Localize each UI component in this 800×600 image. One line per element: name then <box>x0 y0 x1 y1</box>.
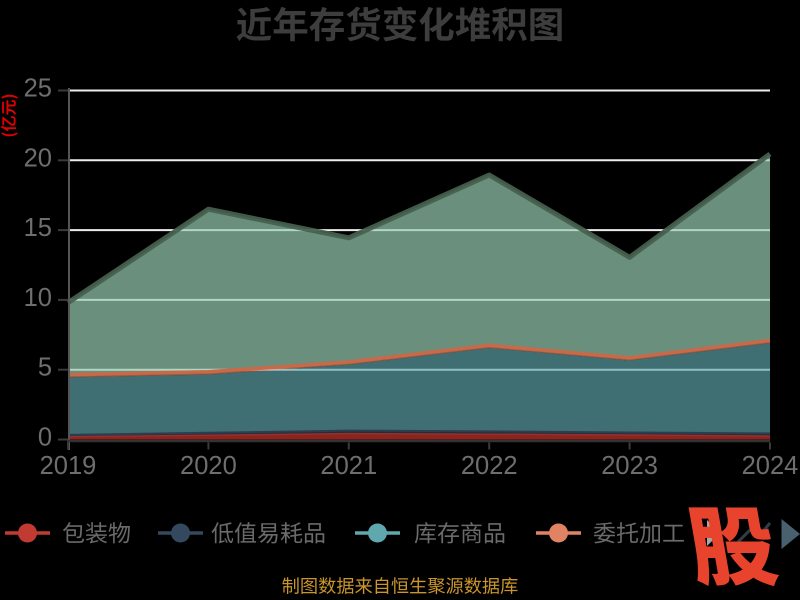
svg-text:2024: 2024 <box>742 452 799 480</box>
svg-text:25: 25 <box>24 75 52 103</box>
svg-text:5: 5 <box>38 354 52 382</box>
svg-text:0: 0 <box>38 424 52 452</box>
svg-text:2021: 2021 <box>320 452 377 480</box>
svg-text:20: 20 <box>24 144 52 172</box>
svg-text:2020: 2020 <box>180 452 237 480</box>
svg-text:2019: 2019 <box>40 452 97 480</box>
svg-text:2022: 2022 <box>461 452 518 480</box>
svg-text:15: 15 <box>24 214 52 242</box>
svg-text:10: 10 <box>24 284 52 312</box>
svg-text:2023: 2023 <box>601 452 658 480</box>
